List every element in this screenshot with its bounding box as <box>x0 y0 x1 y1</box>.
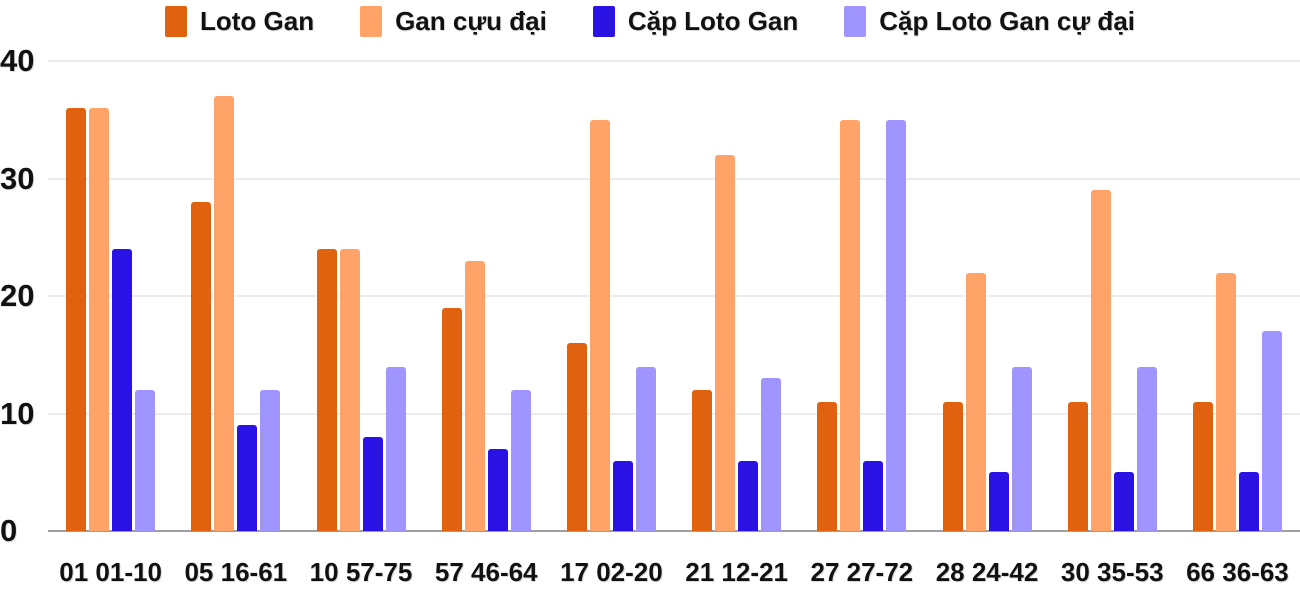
bar[interactable] <box>715 155 736 531</box>
legend-swatch-icon <box>844 6 867 37</box>
bar[interactable] <box>738 460 759 531</box>
legend-label: Cặp Loto Gan cự đại <box>879 6 1135 36</box>
y-tick-label: 20 <box>0 278 35 313</box>
x-tick-label: 21 12-21 <box>685 557 788 587</box>
bar-group <box>674 61 799 531</box>
x-tick-label: 57 46-64 <box>434 557 538 587</box>
bar[interactable] <box>135 390 156 531</box>
gridline <box>48 412 1300 415</box>
bar[interactable] <box>566 343 587 531</box>
bar[interactable] <box>817 401 838 531</box>
bar[interactable] <box>692 390 713 531</box>
x-tick-label: 28 24-42 <box>935 557 1039 587</box>
bar-group <box>1175 61 1300 531</box>
bar[interactable] <box>612 460 633 531</box>
bar[interactable] <box>89 108 110 531</box>
y-tick-label: 10 <box>0 395 35 431</box>
x-tick-label: 10 57-75 <box>309 557 413 587</box>
bar-group <box>1050 61 1175 531</box>
gridline <box>48 295 1300 297</box>
x-axis: 01 01-10 05 16-61 10 57-75 57 46-64 17 02-20… <box>48 553 1300 595</box>
bar[interactable] <box>441 307 462 531</box>
bar[interactable] <box>1238 472 1259 531</box>
gridline <box>48 177 1300 180</box>
legend-label: Cặp Loto Gan <box>627 6 799 36</box>
bar[interactable] <box>214 96 235 531</box>
bar[interactable] <box>635 366 656 531</box>
x-tick-label: 01 01-10 <box>59 557 162 587</box>
bar-group <box>799 61 924 531</box>
bar[interactable] <box>385 366 406 531</box>
bar[interactable] <box>1215 272 1236 531</box>
bar[interactable] <box>464 260 485 531</box>
bar-group <box>173 61 298 531</box>
x-tick-label: 17 02-20 <box>560 557 663 587</box>
chart-legend: Loto Gan Gan cựu đại Cặp Loto Gan Cặp Loto … <box>0 6 1300 37</box>
bar[interactable] <box>942 401 963 531</box>
bar-groups <box>48 61 1300 531</box>
bar[interactable] <box>237 425 258 531</box>
x-tick-label: 05 16-61 <box>184 557 288 587</box>
bar[interactable] <box>1067 401 1088 531</box>
legend-item[interactable]: Cặp Loto Gan <box>592 6 799 37</box>
bar-group <box>549 61 674 531</box>
legend-item[interactable]: Cặp Loto Gan cự đại <box>844 6 1135 37</box>
bar-group <box>298 61 423 531</box>
bar[interactable] <box>840 119 861 531</box>
legend-swatch-icon <box>592 6 615 37</box>
bar[interactable] <box>1192 401 1213 531</box>
y-axis: 0 10 20 30 40 <box>0 45 46 546</box>
bar[interactable] <box>1136 366 1157 531</box>
legend-swatch-icon <box>360 6 383 37</box>
bar[interactable] <box>112 249 133 531</box>
bar[interactable] <box>487 448 508 531</box>
bar-group <box>424 61 549 531</box>
x-tick-label: 27 27-72 <box>810 557 914 587</box>
bar[interactable] <box>863 460 884 531</box>
bar[interactable] <box>1113 472 1134 531</box>
bar[interactable] <box>339 249 360 531</box>
bar[interactable] <box>1090 190 1111 531</box>
legend-swatch-icon <box>164 6 187 37</box>
x-axis-baseline <box>48 530 1300 532</box>
plot-area <box>48 60 1300 532</box>
y-tick-label: 0 <box>0 513 18 548</box>
legend-label: Gan cựu đại <box>395 6 547 36</box>
bar[interactable] <box>886 119 907 531</box>
bar[interactable] <box>1261 331 1282 531</box>
bar[interactable] <box>260 390 281 531</box>
bar[interactable] <box>66 108 87 531</box>
bar[interactable] <box>316 249 337 531</box>
x-tick-label: 30 35-53 <box>1060 557 1164 587</box>
bar[interactable] <box>510 390 531 531</box>
legend-item[interactable]: Gan cựu đại <box>360 6 547 37</box>
bar[interactable] <box>761 378 782 531</box>
bar[interactable] <box>362 437 383 531</box>
bar[interactable] <box>191 202 212 531</box>
legend-label: Loto Gan <box>199 6 315 36</box>
bar[interactable] <box>1011 366 1032 531</box>
bar[interactable] <box>988 472 1009 531</box>
bar-group <box>48 61 173 531</box>
y-tick-label: 40 <box>0 43 35 78</box>
legend-item[interactable]: Loto Gan <box>164 6 315 37</box>
x-tick-label: 66 36-63 <box>1186 557 1289 587</box>
bar-group <box>924 61 1049 531</box>
y-tick-label: 30 <box>0 160 35 196</box>
bar[interactable] <box>965 272 986 531</box>
gridline <box>48 60 1300 62</box>
bar[interactable] <box>589 119 610 531</box>
